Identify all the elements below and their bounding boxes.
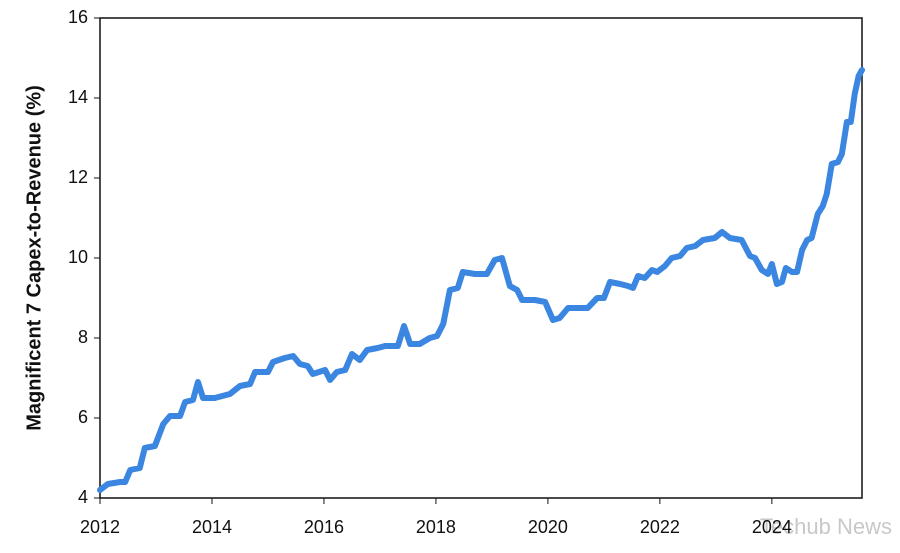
x-tick-label: 2020: [528, 517, 568, 537]
x-tick-label: 2012: [80, 517, 120, 537]
x-tick-label: 2024: [752, 517, 792, 537]
y-tick-label: 12: [68, 167, 88, 187]
y-tick-label: 10: [68, 247, 88, 267]
x-tick-label: 2022: [640, 517, 680, 537]
data-line: [97, 67, 865, 493]
y-tick-label: 16: [68, 7, 88, 27]
y-tick-label: 14: [68, 87, 88, 107]
y-tick-label: 4: [78, 487, 88, 507]
x-tick-label: 2016: [304, 517, 344, 537]
watermark: Techub News: [760, 514, 892, 539]
x-tick-label: 2014: [192, 517, 232, 537]
y-tick-label: 6: [78, 407, 88, 427]
x-tick-label: 2018: [416, 517, 456, 537]
plot-frame: [99, 17, 863, 499]
y-axis-label: Magnificent 7 Capex-to-Revenue (%): [23, 85, 45, 431]
y-tick-label: 8: [78, 327, 88, 347]
